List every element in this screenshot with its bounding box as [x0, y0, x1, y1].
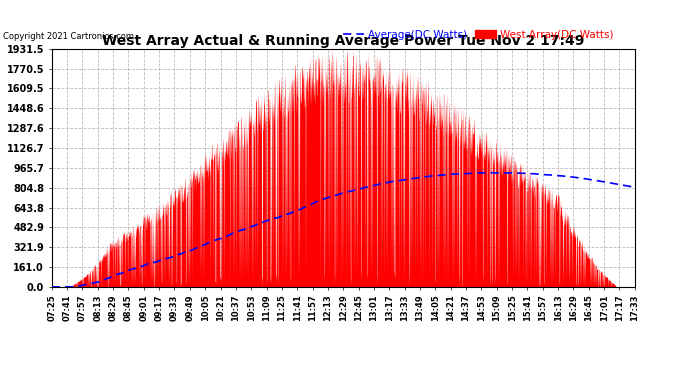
Text: Copyright 2021 Cartronics.com: Copyright 2021 Cartronics.com: [3, 32, 135, 41]
Legend: Average(DC Watts), West Array(DC Watts): Average(DC Watts), West Array(DC Watts): [339, 26, 618, 44]
Title: West Array Actual & Running Average Power Tue Nov 2 17:49: West Array Actual & Running Average Powe…: [102, 34, 584, 48]
